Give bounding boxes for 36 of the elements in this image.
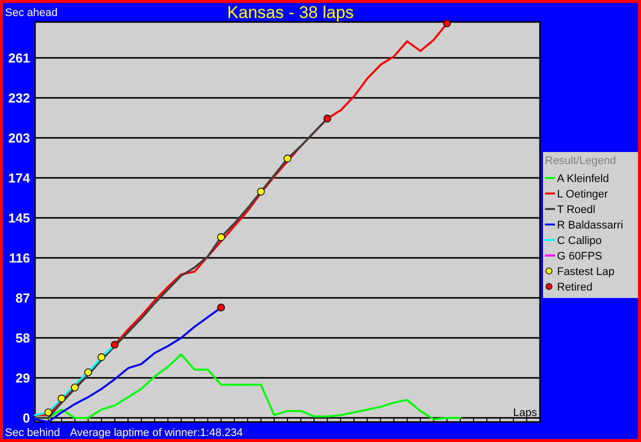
x-axis-title: Laps — [513, 407, 538, 419]
legend-label: Fastest Lap — [557, 266, 614, 278]
legend-label: C Callipo — [557, 235, 602, 247]
point — [323, 114, 332, 122]
point — [44, 408, 52, 416]
point — [217, 304, 225, 312]
point — [217, 233, 225, 242]
y-tick-label: 232 — [8, 90, 30, 106]
y-tick-label: 87 — [16, 290, 30, 306]
point — [58, 394, 66, 402]
legend-label: R Baldassarri — [557, 220, 624, 232]
point — [257, 188, 265, 196]
legend-label: Retired — [557, 282, 592, 294]
legend-title: Result/Legend — [545, 155, 616, 167]
legend-label: L Oetinger — [557, 188, 608, 200]
y-tick-label: 145 — [8, 210, 30, 226]
chart-title: Kansas - 38 laps — [227, 3, 354, 22]
point — [110, 340, 119, 349]
point — [284, 154, 292, 162]
point — [443, 19, 451, 28]
text: Average laptime of winner:1:48.234 — [70, 427, 243, 439]
point — [84, 368, 92, 376]
legend-label: T Roedl — [557, 204, 596, 216]
legend-label: A Kleinfeld — [557, 173, 609, 185]
y-axis-title: Sec ahead — [5, 7, 58, 19]
point — [98, 353, 106, 362]
y-tick-label: 174 — [8, 170, 31, 186]
y-tick-label: 261 — [8, 50, 30, 66]
text: Sec behind — [5, 427, 60, 439]
legend-label: G 60FPS — [557, 250, 602, 262]
y-tick-label: 29 — [16, 370, 30, 386]
y-tick-label: 58 — [16, 330, 30, 346]
point — [70, 384, 79, 392]
y-tick-label: 116 — [9, 250, 30, 266]
y-tick-label: 203 — [8, 130, 30, 146]
y-tick-label: 0 — [22, 410, 30, 426]
